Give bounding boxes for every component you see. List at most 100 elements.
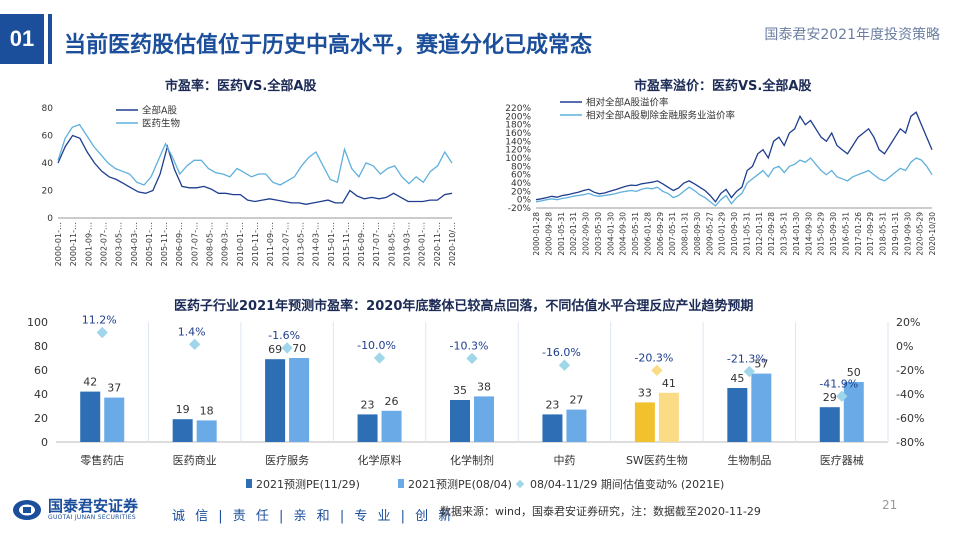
y-tick-label: 20% bbox=[511, 187, 531, 197]
y2-tick-label: 0% bbox=[896, 340, 913, 353]
x-tick-label: 2003-05-30 bbox=[594, 212, 603, 256]
change-label: -21.3% bbox=[727, 353, 766, 366]
bar-pe-1129 bbox=[634, 402, 655, 442]
category-label: SW医药生物 bbox=[626, 453, 688, 467]
series-line-1 bbox=[535, 111, 933, 203]
y-tick-label: 0 bbox=[41, 436, 48, 449]
x-tick-label: 2000-09-28 bbox=[544, 212, 553, 256]
x-tick-label: 2006-09-… bbox=[175, 222, 184, 266]
x-tick-label: 2007-07-… bbox=[190, 222, 199, 266]
change-label: -16.0% bbox=[542, 346, 581, 359]
subsector-bar-chart: 0 20 40 60 80 100 -80% -60% -40% -20% 0% 20% 42 37 11.… bbox=[27, 314, 924, 491]
bar-pe-1129 bbox=[172, 419, 193, 442]
chart1-title: 市盈率：医药VS.全部A股 bbox=[165, 79, 317, 94]
change-label: -10.0% bbox=[357, 339, 396, 352]
slogan: 诚 信 | 责 任 | 亲 和 | 专 业 | 创 新 bbox=[172, 509, 455, 524]
y-tick-label: 180% bbox=[505, 121, 531, 131]
bar-pe-1129 bbox=[542, 414, 563, 442]
y-tick-label: 60 bbox=[42, 132, 54, 142]
bar-pe-1129 bbox=[80, 391, 101, 442]
bar-pe-0804 bbox=[566, 409, 587, 442]
x-tick-label: 2020-10/30 bbox=[928, 212, 937, 256]
y-tick-label: 0 bbox=[47, 214, 53, 224]
logo-text-cn: 国泰君安证券 bbox=[48, 497, 139, 515]
x-tick-label: 2017-01-26 bbox=[854, 212, 863, 256]
y-tick-label: 20 bbox=[42, 187, 54, 197]
change-label: -10.3% bbox=[450, 339, 489, 352]
y2-tick-label: -20% bbox=[896, 364, 924, 377]
y2-tick-label: -60% bbox=[896, 412, 924, 425]
legend-label-2: 2021预测PE(08/04) bbox=[408, 478, 512, 491]
chart3-title: 医药子行业2021年预测市盈率：2020年底整体已较高点回落，不同估值水平合理反… bbox=[174, 299, 754, 314]
change-label: 11.2% bbox=[82, 314, 117, 327]
x-tick-label: 2007-05-31 bbox=[668, 212, 677, 256]
bar-label-pe-0804: 41 bbox=[662, 377, 676, 390]
x-tick-label: 2004-01-30 bbox=[606, 212, 615, 256]
x-tick-label: 2011-05-31 bbox=[742, 212, 751, 256]
y-tick-label: 80 bbox=[42, 104, 54, 114]
bar-pe-0804 bbox=[104, 397, 125, 442]
y-tick-label: 60 bbox=[34, 364, 48, 377]
x-tick-label: 2000-01-28 bbox=[532, 212, 541, 256]
y-tick-label: 100% bbox=[505, 154, 531, 164]
bar-label-pe-1129: 23 bbox=[361, 398, 375, 411]
x-tick-label: 2013-05-31 bbox=[780, 212, 789, 256]
x-tick-label: 2014-03-… bbox=[312, 222, 321, 266]
category-label: 中药 bbox=[553, 454, 575, 467]
logo-text-en: GUOTAI JUNAN SECURITIES bbox=[48, 514, 136, 521]
change-label: -41.9% bbox=[819, 377, 858, 390]
y-tick-label: 40% bbox=[511, 179, 531, 189]
bar-pe-0804 bbox=[196, 420, 217, 442]
category-label: 医药商业 bbox=[173, 453, 217, 467]
y-tick-label: 60% bbox=[511, 171, 531, 181]
bar-pe-1129 bbox=[727, 388, 748, 442]
x-tick-label: 2002-09-30 bbox=[582, 212, 591, 256]
legend-label-1: 全部A股 bbox=[142, 105, 177, 117]
x-tick-label: 2010-09-30 bbox=[730, 212, 739, 256]
bar-pe-0804 bbox=[751, 373, 772, 442]
series-line-1 bbox=[57, 134, 453, 205]
category-label: 化学制剂 bbox=[450, 453, 494, 467]
y2-tick-label: 20% bbox=[896, 316, 920, 329]
bar-label-pe-1129: 45 bbox=[730, 372, 744, 385]
x-tick-label: 2013-05-… bbox=[296, 222, 305, 266]
bar-label-pe-1129: 19 bbox=[176, 403, 190, 416]
y-tick-label: -20% bbox=[508, 204, 532, 214]
page-title: 当前医药股估值位于历史中高水平，赛道分化已成常态 bbox=[64, 33, 593, 58]
category-label: 医疗器械 bbox=[820, 453, 864, 467]
x-tick-label: 2002-07-… bbox=[99, 222, 108, 266]
x-tick-label: 2002-01-31 bbox=[569, 212, 578, 256]
bar-pe-1129 bbox=[450, 400, 470, 442]
y-tick-label: 160% bbox=[505, 129, 531, 139]
bar-label-pe-0804: 38 bbox=[477, 380, 491, 393]
x-tick-label: 2004-09-30 bbox=[619, 212, 628, 256]
x-tick-label: 2015-05-29 bbox=[817, 212, 826, 256]
x-tick-label: 2012-09-28 bbox=[767, 212, 776, 256]
x-tick-label: 2010-11-… bbox=[251, 222, 260, 266]
y2-tick-label: -80% bbox=[896, 436, 924, 449]
bar-label-pe-0804: 37 bbox=[107, 382, 121, 395]
x-tick-label: 2017-07-… bbox=[372, 222, 381, 266]
x-tick-label: 2019-03-… bbox=[403, 222, 412, 266]
x-tick-label: 2000-01-… bbox=[54, 222, 63, 266]
pe-line-chart: 0 20 40 60 80 2000-01-… 2000-11-… 2001-09-… 2002… bbox=[42, 104, 457, 266]
x-tick-label: 2019-01-31 bbox=[891, 212, 900, 256]
data-source-note: 数据来源：wind，国泰君安证券研究，注：数据截至2020-11-29 bbox=[440, 505, 761, 518]
bar-label-pe-0804: 18 bbox=[200, 404, 214, 417]
series-line-2 bbox=[535, 157, 933, 207]
premium-line-chart: -20%0%20%40%60%80%100%120%140%160%180%20… bbox=[505, 97, 937, 256]
x-tick-label: 2000-11-… bbox=[69, 222, 78, 266]
x-tick-label: 2014-01-30 bbox=[792, 212, 801, 256]
x-tick-label: 2015-01-… bbox=[327, 222, 336, 266]
series-line-2 bbox=[57, 123, 453, 186]
bar-label-pe-0804: 50 bbox=[847, 366, 861, 379]
change-marker bbox=[96, 326, 108, 339]
x-tick-label: 2018-05-31 bbox=[879, 212, 888, 256]
category-label: 化学原料 bbox=[358, 453, 402, 467]
legend-label-1: 相对全部A股溢价率 bbox=[586, 97, 669, 109]
x-tick-label: 2012-07-… bbox=[281, 222, 290, 266]
bar-label-pe-0804: 57 bbox=[754, 358, 768, 371]
bar-pe-0804 bbox=[474, 396, 494, 442]
x-tick-label: 2005-11-… bbox=[160, 222, 169, 266]
x-tick-label: 2006-09-29 bbox=[656, 212, 665, 256]
